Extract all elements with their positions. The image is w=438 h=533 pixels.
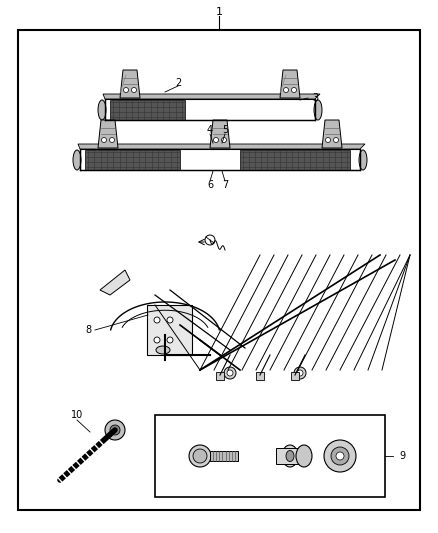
Ellipse shape [296,445,312,467]
Ellipse shape [314,100,322,120]
Circle shape [105,420,125,440]
Circle shape [325,138,331,142]
Ellipse shape [282,445,298,467]
Circle shape [110,425,120,435]
Circle shape [224,367,236,379]
Bar [210,451,238,461]
Circle shape [297,370,303,376]
Bar [110,100,185,120]
Circle shape [333,138,339,142]
Polygon shape [210,120,230,148]
Bar [291,372,299,380]
Bar [240,150,350,170]
Text: 4: 4 [207,125,213,135]
Circle shape [131,87,137,93]
Circle shape [331,447,349,465]
Polygon shape [98,120,118,148]
Bar [216,372,224,380]
Ellipse shape [286,450,294,462]
Ellipse shape [98,100,106,120]
Text: 5: 5 [222,125,228,135]
Ellipse shape [156,346,170,354]
Ellipse shape [73,150,81,170]
Polygon shape [322,120,342,148]
Circle shape [154,317,160,323]
Text: 2: 2 [175,78,181,88]
Text: 1: 1 [215,7,223,17]
Bar [276,448,304,464]
Circle shape [102,138,106,142]
Circle shape [336,452,344,460]
Polygon shape [103,94,320,99]
Text: 7: 7 [222,180,228,190]
Circle shape [213,138,219,142]
Polygon shape [100,270,130,295]
Polygon shape [280,70,300,98]
Circle shape [167,317,173,323]
Bar [155,415,385,497]
Bar [147,305,192,355]
Text: 6: 6 [207,180,213,190]
Circle shape [205,235,215,245]
Circle shape [283,87,289,93]
Circle shape [167,337,173,343]
Polygon shape [78,144,365,149]
Bar [85,150,180,170]
Circle shape [324,440,356,472]
Circle shape [189,445,211,467]
Circle shape [222,138,226,142]
Polygon shape [120,70,140,98]
Text: 9: 9 [399,451,405,461]
Circle shape [110,138,114,142]
Text: 3: 3 [312,93,318,103]
Polygon shape [80,149,360,170]
Ellipse shape [359,150,367,170]
Circle shape [154,337,160,343]
Circle shape [292,87,297,93]
Circle shape [227,370,233,376]
Text: 10: 10 [71,410,83,420]
Circle shape [124,87,128,93]
Circle shape [294,367,306,379]
Text: 8: 8 [85,325,91,335]
Polygon shape [105,99,315,120]
Bar [256,372,264,380]
Circle shape [193,449,207,463]
